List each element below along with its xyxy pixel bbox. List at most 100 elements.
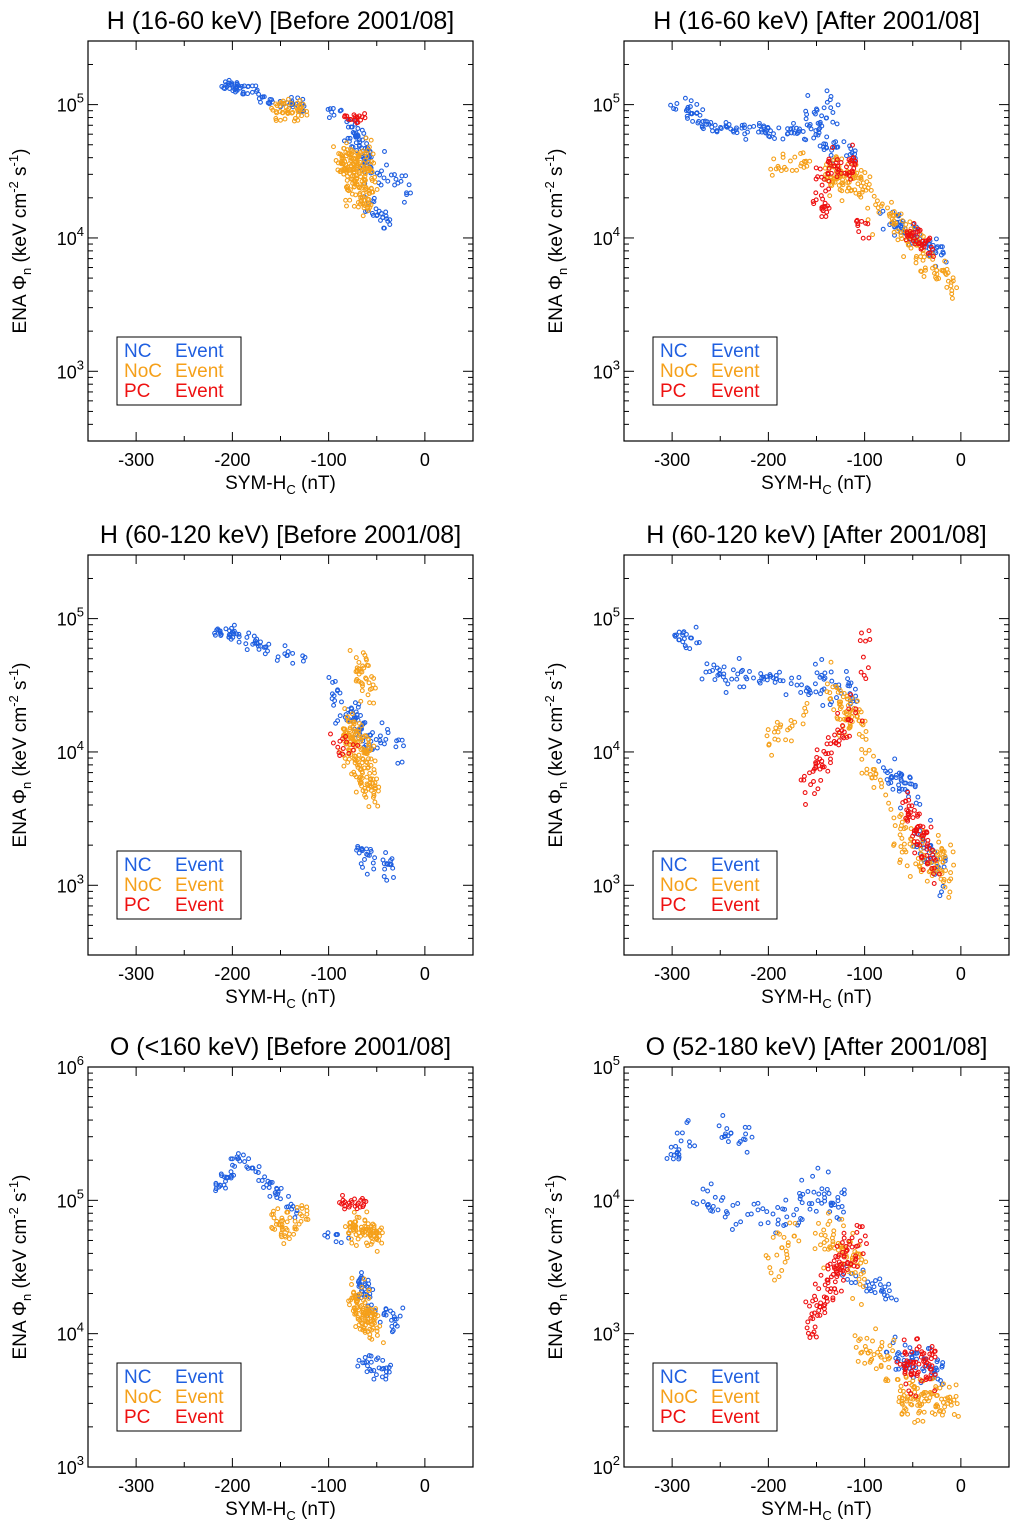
data-point [801, 773, 807, 779]
data-point [829, 147, 835, 153]
data-point [386, 1365, 392, 1370]
data-point [913, 1359, 919, 1365]
data-point [867, 637, 873, 642]
data-point [885, 205, 890, 211]
data-point [864, 770, 870, 776]
x-axis-label: SYM-HC (nT) [761, 1499, 872, 1523]
data-point [809, 1311, 815, 1317]
data-point [785, 130, 791, 136]
data-point [742, 125, 747, 131]
data-point [844, 153, 849, 159]
data-point [745, 1212, 751, 1217]
data-point [788, 718, 794, 723]
data-point [380, 1357, 386, 1363]
data-point [812, 661, 818, 667]
data-point [841, 735, 847, 741]
data-point [850, 1296, 856, 1301]
data-point [330, 740, 336, 746]
data-point [392, 182, 398, 188]
data-point [244, 1164, 250, 1170]
data-point [898, 844, 904, 850]
data-point [328, 731, 333, 737]
legend-entry-name: PC [660, 1407, 686, 1428]
data-point [914, 234, 920, 240]
data-point [365, 1329, 371, 1335]
data-point [857, 1238, 863, 1244]
data-point [855, 1358, 861, 1364]
data-point [342, 1206, 348, 1212]
data-point [364, 141, 370, 147]
data-point [859, 747, 865, 752]
data-point [349, 706, 355, 712]
data-point [352, 700, 358, 706]
data-point [826, 165, 832, 171]
data-point [382, 866, 388, 872]
data-point [825, 203, 831, 209]
data-point [284, 653, 290, 659]
data-point [882, 1292, 887, 1298]
data-point [368, 1368, 374, 1374]
data-point [344, 140, 349, 146]
data-point [362, 857, 367, 862]
data-point [817, 1312, 823, 1318]
y-tick-label: 103 [57, 357, 84, 382]
legend-entry-label: Event [711, 1407, 760, 1428]
data-point [849, 1244, 855, 1250]
data-point [907, 841, 913, 847]
data-point [676, 1154, 682, 1160]
data-point [901, 1337, 907, 1343]
legend-entry-name: NoC [124, 361, 162, 382]
data-point [756, 123, 762, 129]
data-point [861, 1276, 867, 1282]
data-point [683, 645, 689, 651]
data-point [372, 780, 378, 786]
data-point [800, 129, 806, 134]
data-point [751, 123, 757, 129]
data-point [218, 1183, 223, 1189]
data-point [813, 763, 819, 769]
data-point [790, 126, 796, 131]
data-point [365, 1221, 371, 1227]
data-point [815, 132, 821, 138]
data-point [262, 1174, 268, 1180]
data-point [883, 1378, 889, 1383]
data-point [690, 1199, 696, 1205]
data-point [360, 756, 366, 762]
data-point [926, 845, 932, 851]
data-point [869, 1281, 875, 1287]
data-point [798, 690, 804, 695]
data-point [724, 1211, 730, 1216]
data-point [938, 876, 944, 882]
data-point [243, 641, 249, 647]
data-point [929, 1344, 935, 1349]
data-point [815, 1198, 821, 1204]
data-point [374, 187, 380, 192]
data-point [362, 720, 368, 726]
data-point [700, 107, 706, 113]
data-point [401, 199, 407, 205]
data-point [920, 1418, 926, 1424]
data-point [349, 173, 355, 179]
x-tick-label: -100 [847, 450, 883, 470]
data-point [355, 1236, 361, 1242]
y-tick-label: 105 [593, 1053, 620, 1078]
data-point [886, 1288, 892, 1294]
data-point [833, 1269, 839, 1275]
data-point [734, 676, 740, 682]
data-point [372, 174, 378, 180]
data-point [935, 852, 941, 858]
y-tick-label: 103 [57, 1453, 84, 1478]
data-point [330, 679, 336, 685]
data-point [852, 1270, 858, 1276]
data-point [380, 857, 386, 863]
data-point [228, 636, 234, 642]
data-point [711, 662, 717, 668]
data-point [847, 1241, 853, 1247]
data-point [368, 846, 373, 852]
data-point [355, 742, 361, 748]
data-point [743, 674, 749, 680]
data-point [899, 835, 905, 841]
data-point [284, 1219, 290, 1225]
data-point [688, 98, 694, 104]
data-point [302, 654, 308, 660]
